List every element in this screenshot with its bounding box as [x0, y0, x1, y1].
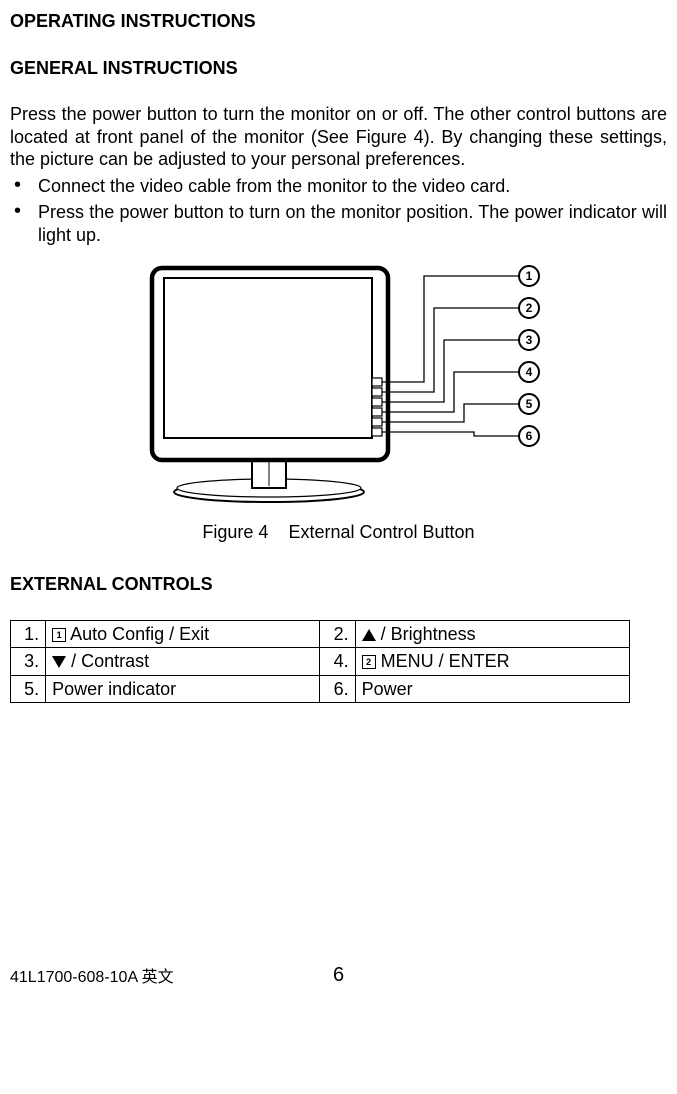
- table-cell-text: / Brightness: [376, 624, 476, 644]
- page-heading-1: OPERATING INSTRUCTIONS: [10, 10, 667, 33]
- figure-4: 1 2 3 4 5 6: [10, 260, 667, 511]
- callout-label-3: 3: [525, 333, 532, 347]
- table-cell-num: 2.: [320, 620, 355, 648]
- external-controls-table: 1. 1 Auto Config / Exit 2. / Brightness …: [10, 620, 630, 704]
- triangle-down-icon: [52, 656, 66, 668]
- table-row: 3. / Contrast 4. 2 MENU / ENTER: [11, 648, 630, 676]
- callout-label-6: 6: [525, 429, 532, 443]
- bullet-list: Connect the video cable from the monitor…: [10, 175, 667, 247]
- table-cell-text: / Contrast: [66, 651, 149, 671]
- callout-label-4: 4: [525, 365, 532, 379]
- triangle-up-icon: [362, 629, 376, 641]
- menu-enter-icon: 2: [362, 655, 376, 669]
- table-cell-num: 5.: [11, 675, 46, 703]
- table-cell-desc: 2 MENU / ENTER: [355, 648, 629, 676]
- table-cell-desc: Power: [355, 675, 629, 703]
- table-cell-num: 3.: [11, 648, 46, 676]
- table-cell-desc: / Contrast: [46, 648, 320, 676]
- intro-paragraph: Press the power button to turn the monit…: [10, 103, 667, 171]
- bullet-item: Connect the video cable from the monitor…: [10, 175, 667, 198]
- table-cell-desc: / Brightness: [355, 620, 629, 648]
- page-heading-3: EXTERNAL CONTROLS: [10, 573, 667, 596]
- callout-label-1: 1: [525, 269, 532, 283]
- table-cell-num: 1.: [11, 620, 46, 648]
- figure-caption: Figure 4 External Control Button: [10, 521, 667, 544]
- monitor-diagram-svg: 1 2 3 4 5 6: [124, 260, 554, 505]
- table-cell-desc: Power indicator: [46, 675, 320, 703]
- table-cell-num: 6.: [320, 675, 355, 703]
- table-cell-text: Auto Config / Exit: [66, 624, 209, 644]
- auto-config-icon: 1: [52, 628, 66, 642]
- table-cell-text: MENU / ENTER: [376, 651, 510, 671]
- table-cell-desc: 1 Auto Config / Exit: [46, 620, 320, 648]
- figure-caption-text: External Control Button: [288, 522, 474, 542]
- page-heading-2: GENERAL INSTRUCTIONS: [10, 57, 667, 80]
- callout-label-5: 5: [525, 397, 532, 411]
- bullet-item: Press the power button to turn on the mo…: [10, 201, 667, 246]
- figure-caption-prefix: Figure 4: [202, 522, 268, 542]
- page-footer: 41L1700-608-10A 英文 6: [10, 963, 667, 988]
- callout-label-2: 2: [525, 301, 532, 315]
- table-row: 1. 1 Auto Config / Exit 2. / Brightness: [11, 620, 630, 648]
- table-row: 5. Power indicator 6. Power: [11, 675, 630, 703]
- table-cell-num: 4.: [320, 648, 355, 676]
- footer-doc-id: 41L1700-608-10A 英文: [10, 968, 174, 988]
